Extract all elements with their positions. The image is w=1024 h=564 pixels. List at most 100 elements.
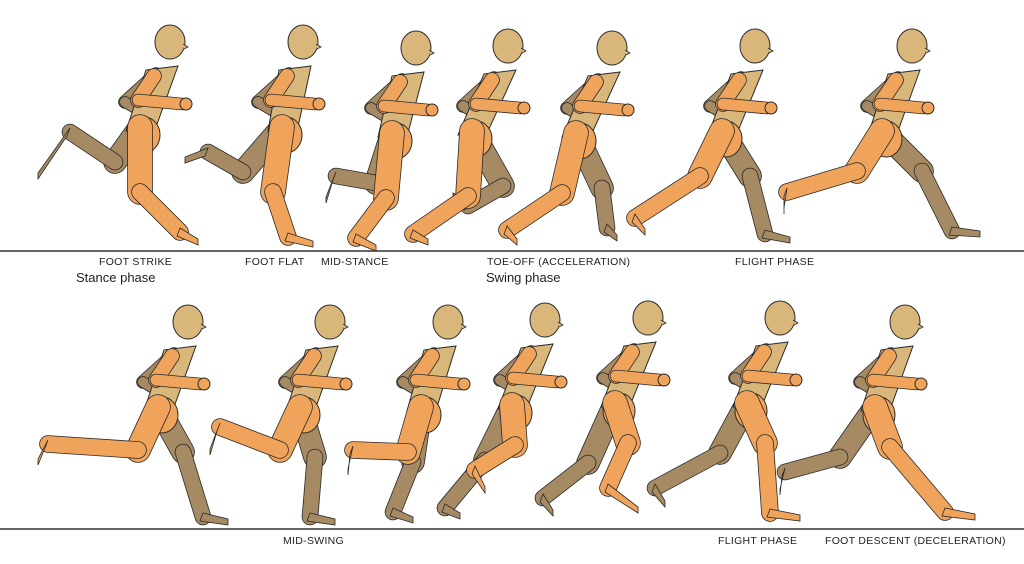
near-forearm bbox=[292, 374, 348, 390]
head bbox=[596, 30, 628, 66]
near-shin bbox=[600, 435, 636, 496]
head bbox=[764, 300, 796, 336]
far-shin bbox=[647, 445, 728, 496]
nose bbox=[792, 319, 799, 326]
head bbox=[400, 30, 432, 66]
near-shin bbox=[405, 188, 476, 242]
nose bbox=[200, 323, 207, 330]
head bbox=[632, 300, 664, 336]
near-hand bbox=[425, 103, 439, 117]
far-shin bbox=[200, 144, 251, 180]
near-shin bbox=[265, 184, 296, 245]
nose bbox=[660, 319, 667, 326]
label-foot-flat: FOOT FLAT bbox=[245, 256, 305, 268]
label-toe-off: TOE-OFF (ACCELERATION) bbox=[487, 256, 631, 268]
far-foot bbox=[184, 147, 209, 164]
near-shin bbox=[757, 435, 778, 521]
far-foot bbox=[37, 127, 71, 181]
near-forearm bbox=[717, 98, 773, 114]
near-thigh bbox=[456, 119, 484, 208]
near-foot bbox=[347, 445, 354, 476]
runner-figure bbox=[344, 304, 471, 524]
near-foot bbox=[783, 187, 788, 214]
runner-figure bbox=[209, 304, 353, 526]
near-hand bbox=[339, 377, 353, 391]
near-foot bbox=[766, 508, 801, 522]
far-shin bbox=[328, 168, 384, 191]
runner-figure bbox=[37, 24, 199, 246]
far-shin bbox=[742, 168, 773, 242]
near-foot bbox=[37, 439, 49, 466]
figures-layer bbox=[37, 24, 981, 526]
label-flight-phase-2: FLIGHT PHASE bbox=[718, 535, 798, 547]
near-hand bbox=[621, 103, 635, 117]
near-foot bbox=[176, 227, 199, 246]
near-hand bbox=[914, 377, 928, 391]
far-shin bbox=[175, 444, 211, 525]
far-shin bbox=[914, 163, 960, 239]
far-shin bbox=[594, 180, 615, 236]
near-foot bbox=[941, 507, 976, 521]
label-foot-descent: FOOT DESCENT (DECELERATION) bbox=[825, 535, 1006, 547]
head bbox=[314, 304, 346, 340]
near-hand bbox=[554, 375, 568, 389]
head bbox=[172, 304, 204, 340]
near-forearm bbox=[574, 100, 630, 116]
near-shin bbox=[499, 185, 570, 238]
head bbox=[889, 304, 921, 340]
runner-figure bbox=[778, 28, 981, 240]
nose bbox=[342, 323, 349, 330]
near-hand bbox=[789, 373, 803, 387]
near-shin bbox=[345, 442, 416, 460]
near-foot bbox=[604, 483, 639, 514]
far-shin bbox=[302, 449, 323, 525]
runner-figure bbox=[534, 300, 671, 518]
near-shin bbox=[467, 437, 523, 478]
swing-phase-title: Swing phase bbox=[486, 270, 561, 285]
runner-figure bbox=[325, 30, 439, 252]
near-hand bbox=[657, 373, 671, 387]
near-forearm bbox=[378, 100, 434, 116]
nose bbox=[767, 47, 774, 54]
runner-figure bbox=[404, 28, 531, 246]
near-foot bbox=[284, 232, 314, 248]
nose bbox=[520, 47, 527, 54]
head bbox=[492, 28, 524, 64]
near-shin bbox=[779, 163, 865, 200]
near-foot bbox=[209, 422, 221, 456]
far-foot bbox=[199, 512, 229, 526]
far-foot bbox=[948, 226, 981, 238]
near-foot bbox=[409, 229, 429, 246]
label-foot-strike: FOOT STRIKE bbox=[99, 256, 173, 268]
head bbox=[739, 28, 771, 64]
runner-figure bbox=[776, 304, 976, 521]
far-foot bbox=[651, 483, 666, 509]
far-foot bbox=[761, 229, 791, 244]
nose bbox=[557, 321, 564, 328]
near-forearm bbox=[867, 374, 923, 390]
far-foot bbox=[441, 503, 461, 520]
head bbox=[529, 302, 561, 338]
near-foot bbox=[352, 233, 377, 252]
head bbox=[432, 304, 464, 340]
near-forearm bbox=[410, 374, 466, 390]
far-foot bbox=[389, 507, 414, 524]
far-foot bbox=[539, 493, 554, 518]
near-shin bbox=[40, 436, 146, 458]
near-thigh bbox=[261, 115, 294, 204]
near-hand bbox=[179, 97, 193, 111]
near-shin bbox=[627, 168, 708, 226]
near-forearm bbox=[132, 94, 188, 110]
near-thigh bbox=[374, 121, 404, 210]
far-foot bbox=[306, 512, 336, 526]
near-hand bbox=[517, 101, 531, 115]
label-mid-stance: MID-STANCE bbox=[321, 256, 389, 268]
near-foot bbox=[631, 213, 646, 236]
near-forearm bbox=[610, 370, 666, 386]
near-forearm bbox=[150, 374, 206, 390]
runner-figure bbox=[436, 302, 568, 520]
near-hand bbox=[921, 101, 935, 115]
near-forearm bbox=[265, 94, 321, 110]
head bbox=[896, 28, 928, 64]
